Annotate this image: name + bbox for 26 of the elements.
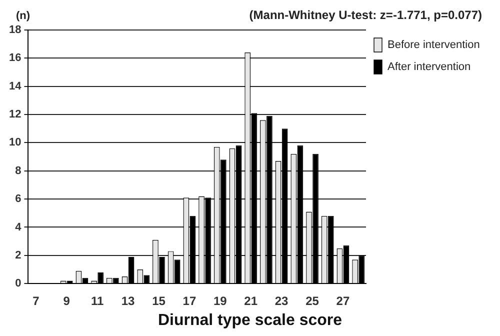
x-tick-label: 21 — [244, 294, 258, 308]
legend-label: After intervention — [388, 61, 471, 74]
x-tick-label: 25 — [306, 294, 320, 308]
x-tick-label: 13 — [121, 294, 136, 308]
y-tick-label: 6 — [15, 193, 22, 206]
legend-label: Before intervention — [388, 39, 480, 52]
x-axis-title: Diurnal type scale score — [156, 312, 344, 330]
y-tick-label: 16 — [8, 52, 22, 64]
text: (Mann-Whitney U-test: z=-1.771, p=0.077) — [249, 8, 482, 22]
x-tick-label: 23 — [274, 294, 289, 308]
y-tick-label: 0 — [15, 278, 22, 290]
y-tick-label: 4 — [15, 221, 22, 234]
x-tick-label: 11 — [90, 294, 104, 308]
x-tick-label: 17 — [182, 294, 196, 308]
x-tick-label: 27 — [336, 294, 350, 308]
x-tick-label: 19 — [213, 294, 228, 308]
y-tick-label: 10 — [8, 136, 22, 149]
x-tick-label: 7 — [32, 294, 40, 308]
y-tick-label: 12 — [8, 108, 22, 121]
y-tick-label: 14 — [8, 80, 22, 92]
x-tick-label: 15 — [152, 294, 166, 308]
y-axis-title: (n) — [16, 10, 30, 22]
x-tick-label: 9 — [63, 294, 70, 308]
y-tick-label: 8 — [15, 164, 22, 177]
y-tick-label: 2 — [15, 249, 22, 262]
y-tick-label: 18 — [8, 24, 22, 36]
